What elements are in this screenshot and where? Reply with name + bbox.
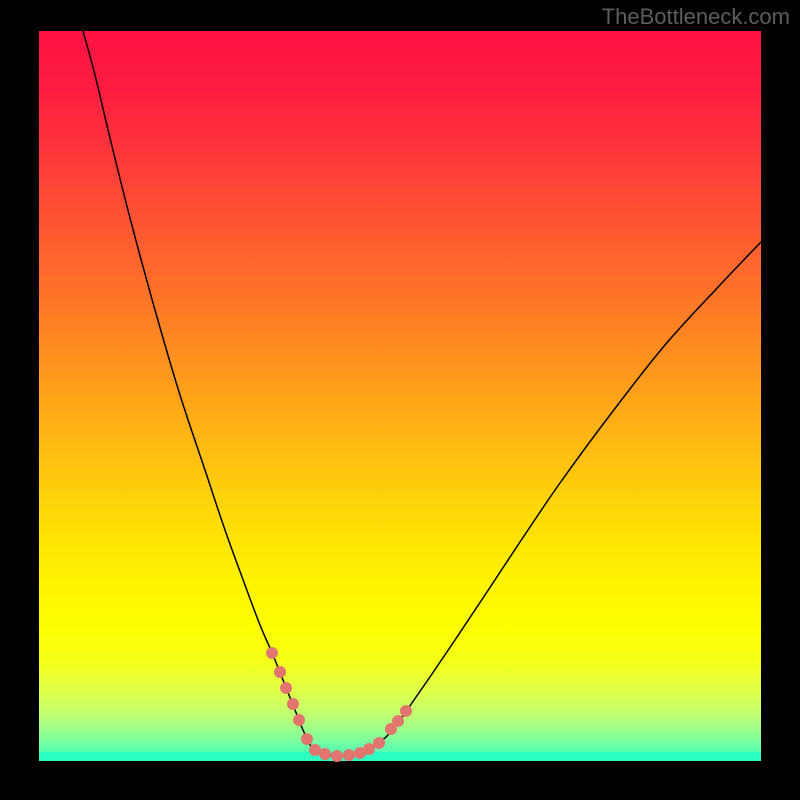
curve-marker xyxy=(331,750,343,762)
curve-marker xyxy=(274,666,286,678)
curve-marker xyxy=(293,714,305,726)
plot-background xyxy=(39,31,761,761)
curve-marker xyxy=(363,743,375,755)
curve-marker xyxy=(301,733,313,745)
curve-marker xyxy=(373,737,385,749)
chart-frame: TheBottleneck.com xyxy=(0,0,800,800)
curve-marker xyxy=(280,682,292,694)
curve-marker xyxy=(319,748,331,760)
curve-marker xyxy=(287,698,299,710)
green-baseline-strip xyxy=(39,752,761,761)
curve-marker xyxy=(400,705,412,717)
curve-marker xyxy=(343,749,355,761)
bottleneck-curve-chart xyxy=(0,0,800,800)
curve-marker xyxy=(392,715,404,727)
curve-marker xyxy=(266,647,278,659)
